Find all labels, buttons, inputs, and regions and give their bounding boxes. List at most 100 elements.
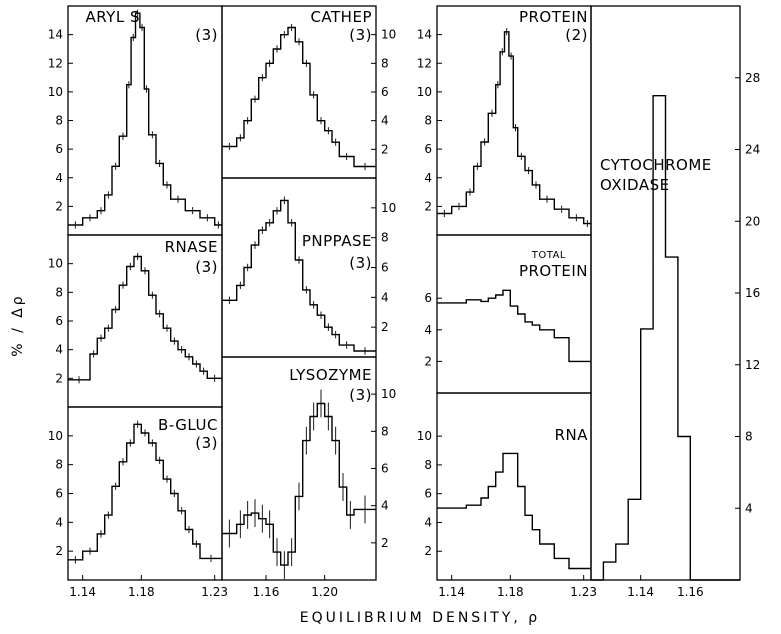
panel-8: 2 4 6 8 10 1.14 1.18 1.23 RNA — [417, 392, 597, 599]
series-line — [68, 12, 222, 226]
y-tick-label: 6 — [424, 487, 432, 501]
y-tick-label: 6 — [381, 462, 389, 476]
panel-6: 2 4 6 8 10 12 14 PROTEIN(2) — [417, 5, 592, 236]
panel-count: (3) — [349, 254, 372, 272]
panel-frame — [590, 5, 741, 581]
y-tick-label: 10 — [381, 28, 396, 42]
panel-label: PNPPASE — [302, 232, 372, 250]
y-tick-label: 8 — [381, 56, 389, 70]
y-tick-label: 10 — [417, 85, 432, 99]
y-tick-label: 14 — [48, 28, 63, 42]
series-line — [222, 199, 376, 352]
y-tick-label: 2 — [381, 320, 389, 334]
y-tick-label: 8 — [55, 285, 63, 299]
y-tick-label: 8 — [381, 231, 389, 245]
y-tick-label: 10 — [381, 387, 396, 401]
panel-label: LYSOZYME — [289, 366, 372, 384]
series-line — [437, 31, 591, 225]
y-tick-label: 8 — [55, 458, 63, 472]
y-tick-label: 10 — [48, 257, 63, 271]
y-tick-label: 2 — [424, 354, 432, 368]
panel-label: PROTEIN — [519, 262, 588, 280]
panel-label: B-GLUC — [158, 416, 218, 434]
panel-count: (3) — [349, 26, 372, 44]
x-tick-label: 1.14 — [69, 585, 96, 599]
y-tick-label: 8 — [381, 424, 389, 438]
y-tick-label: 4 — [55, 343, 63, 357]
panel-3: 2 4 6 8 10 RNASE (3) — [48, 234, 223, 408]
series-line — [591, 95, 740, 581]
y-tick-label: 14 — [417, 28, 432, 42]
panel-count: (3) — [195, 434, 218, 452]
panel-count: (3) — [195, 26, 218, 44]
y-tick-label: 2 — [381, 536, 389, 550]
panel-5: 2 4 6 8 10 1.16 1.20 LYSOZYME (3) — [221, 356, 396, 599]
y-tick-label: 6 — [424, 291, 432, 305]
y-tick-label: 4 — [424, 171, 432, 185]
y-tick-label: 4 — [55, 515, 63, 529]
panel-label: RNASE — [165, 238, 218, 256]
y-tick-label: 4 — [381, 290, 389, 304]
y-tick-label: 2 — [424, 544, 432, 558]
y-tick-label: 2 — [381, 142, 389, 156]
panel-count: (2) — [565, 26, 588, 44]
x-tick-label: 1.14 — [627, 585, 654, 599]
y-tick-label: 6 — [424, 142, 432, 156]
y-tick-label: 10 — [417, 429, 432, 443]
x-tick-label: 1.20 — [311, 585, 338, 599]
y-tick-label: 4 — [424, 323, 432, 337]
panel-label: ARYL S — [85, 8, 140, 26]
y-tick-label: 4 — [381, 114, 389, 128]
panel-0: 2 4 6 8 10 12 14 ARYL S (3) — [48, 5, 223, 236]
y-tick-label: 12 — [48, 56, 63, 70]
y-tick-label: 24 — [745, 143, 760, 157]
panel-label: CATHEP — [310, 8, 372, 26]
series-line — [437, 452, 591, 570]
panel-label-2: OXIDASE — [600, 176, 670, 194]
panel-label: PROTEIN — [519, 8, 588, 26]
y-tick-label: 6 — [55, 314, 63, 328]
x-tick-label: 1.18 — [497, 585, 524, 599]
y-tick-label: 4 — [424, 515, 432, 529]
y-tick-label: 8 — [745, 430, 753, 444]
y-tick-label: 12 — [417, 56, 432, 70]
panel-label: CYTOCHROME — [600, 156, 712, 174]
x-tick-label: 1.18 — [128, 585, 155, 599]
y-tick-label: 2 — [55, 371, 63, 385]
y-tick-label: 2 — [55, 544, 63, 558]
x-tick-label: 1.16 — [677, 585, 704, 599]
x-tick-label: 1.14 — [438, 585, 465, 599]
panel-label: RNA — [555, 426, 589, 444]
y-tick-label: 2 — [55, 199, 63, 213]
x-tick-label: 1.23 — [570, 585, 597, 599]
y-tick-label: 8 — [55, 114, 63, 128]
panel-count: (3) — [349, 386, 372, 404]
panel-frame — [436, 392, 592, 581]
series-line — [437, 289, 591, 363]
series-line — [222, 26, 376, 168]
panel-4: 2 4 6 8 10 1.14 1.18 1.23 B-GLUC(3) — [48, 406, 228, 599]
panel-9: 4 8 12 16 20 24 28 1.14 1.16 CYTOCHROME OXIDASE — [590, 5, 760, 599]
y-tick-label: 4 — [55, 171, 63, 185]
y-tick-label: 20 — [745, 214, 760, 228]
y-tick-label: 6 — [55, 142, 63, 156]
series-line — [222, 402, 376, 566]
y-tick-label: 8 — [424, 458, 432, 472]
y-tick-label: 28 — [745, 71, 760, 85]
panel-count: (3) — [195, 258, 218, 276]
y-tick-label: 6 — [381, 261, 389, 275]
x-tick-label: 1.16 — [253, 585, 280, 599]
x-axis-label: EQUILIBRIUM DENSITY, ρ — [300, 610, 540, 626]
panel-2: 2 4 6 8 10 PNPPASE (3) — [221, 177, 396, 358]
panel-sublabel: TOTAL — [531, 250, 566, 261]
y-tick-label: 12 — [745, 358, 760, 372]
y-tick-label: 8 — [424, 114, 432, 128]
series-line — [68, 255, 222, 381]
y-tick-label: 4 — [381, 499, 389, 513]
y-tick-label: 6 — [381, 85, 389, 99]
panel-1: 2 4 6 8 10 CATHEP(3) — [221, 5, 396, 179]
y-tick-label: 10 — [48, 85, 63, 99]
y-axis-label: % / Δρ — [10, 293, 26, 356]
